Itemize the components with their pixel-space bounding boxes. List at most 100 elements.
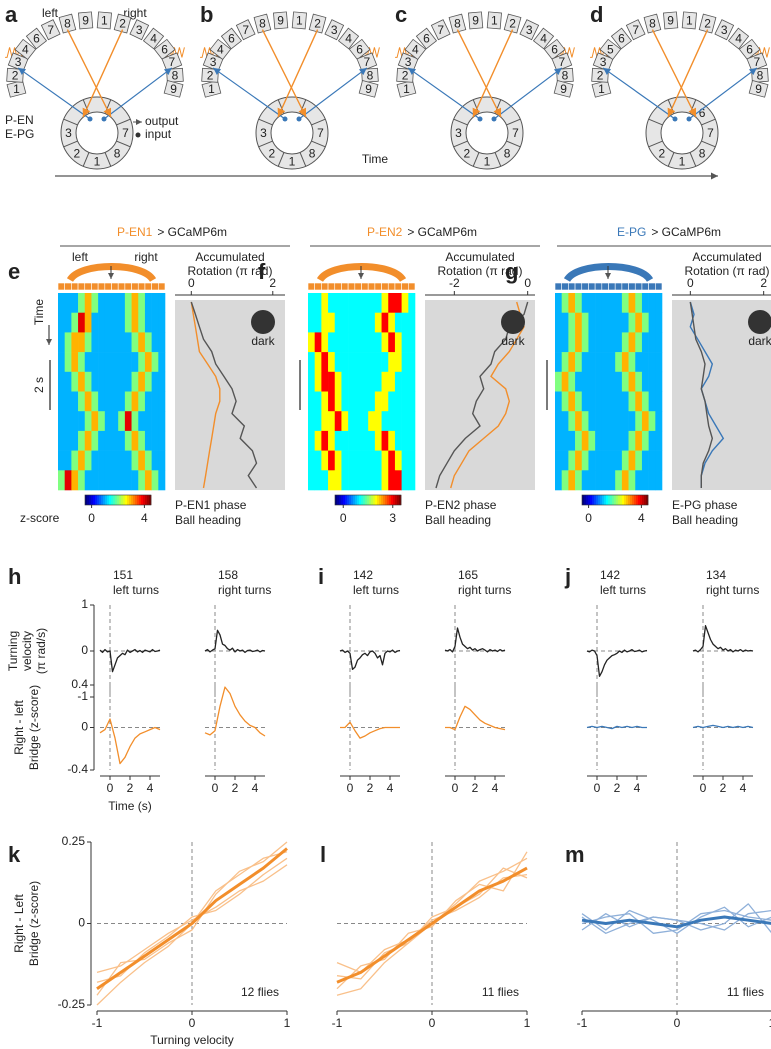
heat-cell — [348, 450, 356, 471]
heat-cell — [111, 312, 119, 333]
colorbar-segment — [125, 495, 128, 505]
ring-divider — [472, 152, 480, 167]
x-tick-label: 2 — [367, 781, 374, 795]
heat-cell — [328, 411, 336, 432]
glomerulus-label: 6 — [228, 32, 235, 46]
glomerulus-strip — [394, 282, 402, 291]
heat-cell — [104, 312, 112, 333]
heat-cell — [84, 371, 92, 392]
data-line — [336, 851, 528, 990]
colorbar-segment — [111, 495, 114, 505]
heat-cell — [601, 470, 609, 491]
heat-cell — [71, 450, 79, 471]
heat-cell — [341, 470, 349, 491]
heat-cell — [131, 332, 139, 353]
colorbar-segment — [608, 495, 611, 505]
legend-entry: E-PG phase — [672, 498, 738, 512]
heat-cell — [144, 332, 152, 353]
heat-cell — [341, 391, 349, 412]
heat-cell — [348, 371, 356, 392]
heat-cell — [334, 411, 342, 432]
y-axis-label: Turning — [6, 631, 20, 671]
heat-cell — [401, 411, 409, 432]
glomerulus-label: 4 — [735, 32, 742, 46]
heat-cell — [314, 293, 322, 313]
colorbar-frame — [334, 494, 402, 506]
heat-cell — [568, 352, 576, 373]
glomerulus-strip — [314, 282, 322, 291]
glomerulus-strip — [117, 282, 126, 291]
x-tick-label: 2 — [760, 276, 767, 290]
glomerulus — [253, 13, 272, 34]
heat-cell — [595, 312, 603, 333]
x-tick-label: 4 — [387, 781, 394, 795]
ring-divider — [116, 118, 131, 126]
glomerulus-strip — [655, 282, 663, 291]
ring-divider — [104, 152, 112, 167]
glomerulus-label: 1 — [491, 14, 498, 28]
colorbar-segment — [582, 495, 585, 505]
legend-entry: P-EN2 phase — [425, 498, 497, 512]
heat-cell — [111, 391, 119, 412]
ring-divider — [648, 118, 663, 126]
glomerulus-strip — [111, 282, 119, 291]
heat-cell — [648, 391, 656, 412]
heat-cell — [308, 332, 315, 353]
heat-cell — [635, 470, 643, 491]
heat-cell — [621, 430, 629, 451]
heat-cell — [374, 411, 382, 432]
heat-cell — [334, 430, 342, 451]
heat-cell — [595, 470, 603, 491]
section-title-rest: > GCaMP6m — [651, 225, 721, 239]
colorbar-segment — [375, 495, 378, 505]
colorbar-segment — [135, 495, 138, 505]
heat-cell — [158, 411, 166, 432]
heat-cell — [314, 312, 322, 333]
heat-cell — [58, 293, 65, 313]
heat-cell — [628, 352, 636, 373]
heat-cell — [78, 450, 86, 471]
heat-cell — [308, 450, 315, 471]
x-tick-label: 0 — [594, 781, 601, 795]
heat-cell — [381, 450, 389, 471]
epg-dot — [672, 116, 678, 122]
colorbar-segment — [638, 495, 641, 505]
heat-cell — [158, 371, 166, 392]
heat-cell — [601, 371, 609, 392]
heat-cell — [91, 371, 99, 392]
glomerulus — [7, 52, 29, 72]
heat-cell — [361, 332, 369, 353]
glomerulus-label: 4 — [345, 32, 352, 46]
ring-divider — [689, 152, 697, 167]
time-label: Time — [362, 152, 389, 166]
heat-cell — [635, 450, 643, 471]
heat-cell — [144, 371, 152, 392]
heat-cell — [131, 312, 139, 333]
epg-arrow — [602, 67, 676, 120]
glomerulus-label: 6 — [423, 32, 430, 46]
glomerulus — [404, 38, 427, 61]
heat-cell — [581, 450, 589, 471]
colorbar-segment — [351, 495, 354, 505]
heat-cell — [381, 391, 389, 412]
glomerulus — [591, 80, 612, 98]
heat-cell — [401, 430, 409, 451]
glomerulus-label: 1 — [101, 14, 108, 28]
heat-cell — [91, 293, 99, 313]
colorbar-segment — [594, 495, 597, 505]
colorbar-segment — [632, 495, 635, 505]
glomerulus-label: 4 — [412, 43, 419, 57]
turn-count: 142 — [353, 568, 373, 582]
heat-cell — [555, 293, 562, 313]
glomerulus-label: 8 — [367, 69, 374, 83]
heat-cell — [91, 312, 99, 333]
colorbar-tick-label: 4 — [141, 511, 148, 525]
heat-cell — [98, 352, 106, 373]
heat-cell — [641, 293, 649, 313]
heat-cell — [98, 470, 106, 491]
heat-cell — [84, 391, 92, 412]
heat-cell — [78, 293, 86, 313]
glomerulus-strip — [307, 282, 315, 291]
x-tick-label: 4 — [740, 781, 747, 795]
heat-cell — [98, 411, 106, 432]
